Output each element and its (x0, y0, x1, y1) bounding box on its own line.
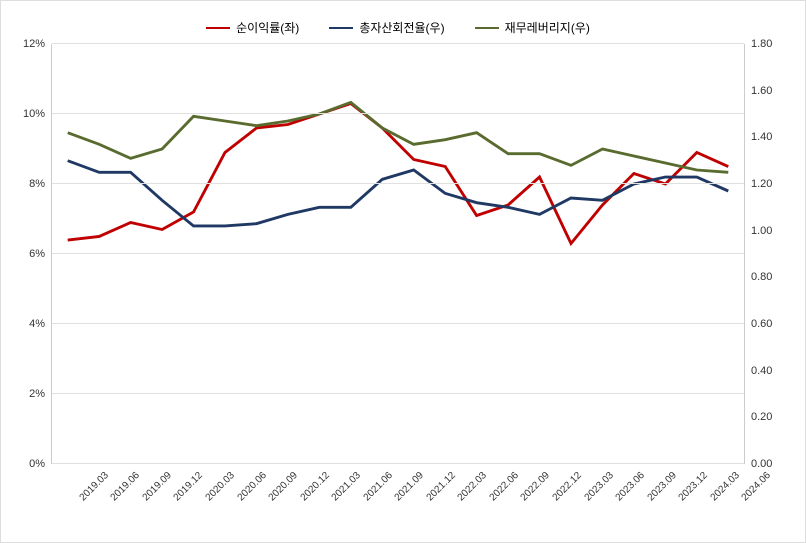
y-left-tick: 8% (29, 178, 45, 190)
y-right-tick: 1.40 (751, 131, 772, 143)
x-tick: 2020.12 (298, 470, 331, 503)
legend-item-1: 총자산회전율(우) (329, 19, 444, 36)
grid-line (52, 183, 744, 184)
y-axis-right: 0.000.200.400.600.801.001.201.401.601.80 (747, 44, 785, 464)
y-right-tick: 0.00 (751, 458, 772, 470)
y-right-tick: 1.00 (751, 225, 772, 237)
x-tick: 2022.12 (551, 470, 584, 503)
x-tick: 2020.03 (204, 470, 237, 503)
legend-swatch-2 (475, 27, 499, 29)
y-axis-left: 0%2%4%6%8%10%12% (11, 44, 49, 464)
grid-line (52, 323, 744, 324)
legend-label-0: 순이익률(좌) (236, 19, 299, 36)
y-left-tick: 10% (23, 108, 45, 120)
x-tick: 2019.12 (172, 470, 205, 503)
y-right-tick: 1.60 (751, 85, 772, 97)
x-tick: 2021.09 (393, 470, 426, 503)
y-right-tick: 1.80 (751, 38, 772, 50)
grid-line (52, 253, 744, 254)
plot-region: 0%2%4%6%8%10%12% 0.000.200.400.600.801.0… (51, 44, 745, 464)
y-left-tick: 4% (29, 318, 45, 330)
y-right-tick: 0.20 (751, 411, 772, 423)
x-axis: 2019.032019.062019.092019.122020.032020.… (51, 464, 745, 524)
x-tick: 2019.09 (140, 470, 173, 503)
grid-line (52, 43, 744, 44)
y-left-tick: 0% (29, 458, 45, 470)
x-tick: 2020.09 (267, 470, 300, 503)
x-tick: 2024.06 (740, 470, 773, 503)
legend-label-2: 재무레버리지(우) (505, 19, 590, 36)
x-tick: 2023.09 (645, 470, 678, 503)
legend-swatch-0 (206, 27, 230, 29)
x-tick: 2020.06 (235, 470, 268, 503)
legend-item-0: 순이익률(좌) (206, 19, 299, 36)
financial-ratio-chart: 순이익률(좌) 총자산회전율(우) 재무레버리지(우) 0%2%4%6%8%10… (0, 0, 806, 543)
y-left-tick: 12% (23, 38, 45, 50)
chart-lines-svg (52, 44, 744, 464)
x-tick: 2023.12 (677, 470, 710, 503)
legend-swatch-1 (329, 27, 353, 29)
x-tick: 2022.03 (456, 470, 489, 503)
y-right-tick: 0.60 (751, 318, 772, 330)
legend-item-2: 재무레버리지(우) (475, 19, 590, 36)
x-tick: 2021.03 (330, 470, 363, 503)
x-tick: 2019.03 (77, 470, 110, 503)
grid-line (52, 393, 744, 394)
y-left-tick: 2% (29, 388, 45, 400)
x-tick: 2021.12 (424, 470, 457, 503)
y-right-tick: 0.80 (751, 271, 772, 283)
plot-area (51, 44, 745, 464)
y-left-tick: 6% (29, 248, 45, 260)
x-tick: 2021.06 (361, 470, 394, 503)
x-tick: 2022.06 (487, 470, 520, 503)
grid-line (52, 113, 744, 114)
y-right-tick: 1.20 (751, 178, 772, 190)
chart-legend: 순이익률(좌) 총자산회전율(우) 재무레버리지(우) (11, 11, 785, 44)
x-tick: 2023.06 (614, 470, 647, 503)
x-tick: 2022.09 (519, 470, 552, 503)
x-tick: 2024.03 (708, 470, 741, 503)
y-right-tick: 0.40 (751, 365, 772, 377)
series-line (68, 161, 729, 226)
x-tick: 2023.03 (582, 470, 615, 503)
x-tick: 2019.06 (109, 470, 142, 503)
legend-label-1: 총자산회전율(우) (359, 19, 444, 36)
